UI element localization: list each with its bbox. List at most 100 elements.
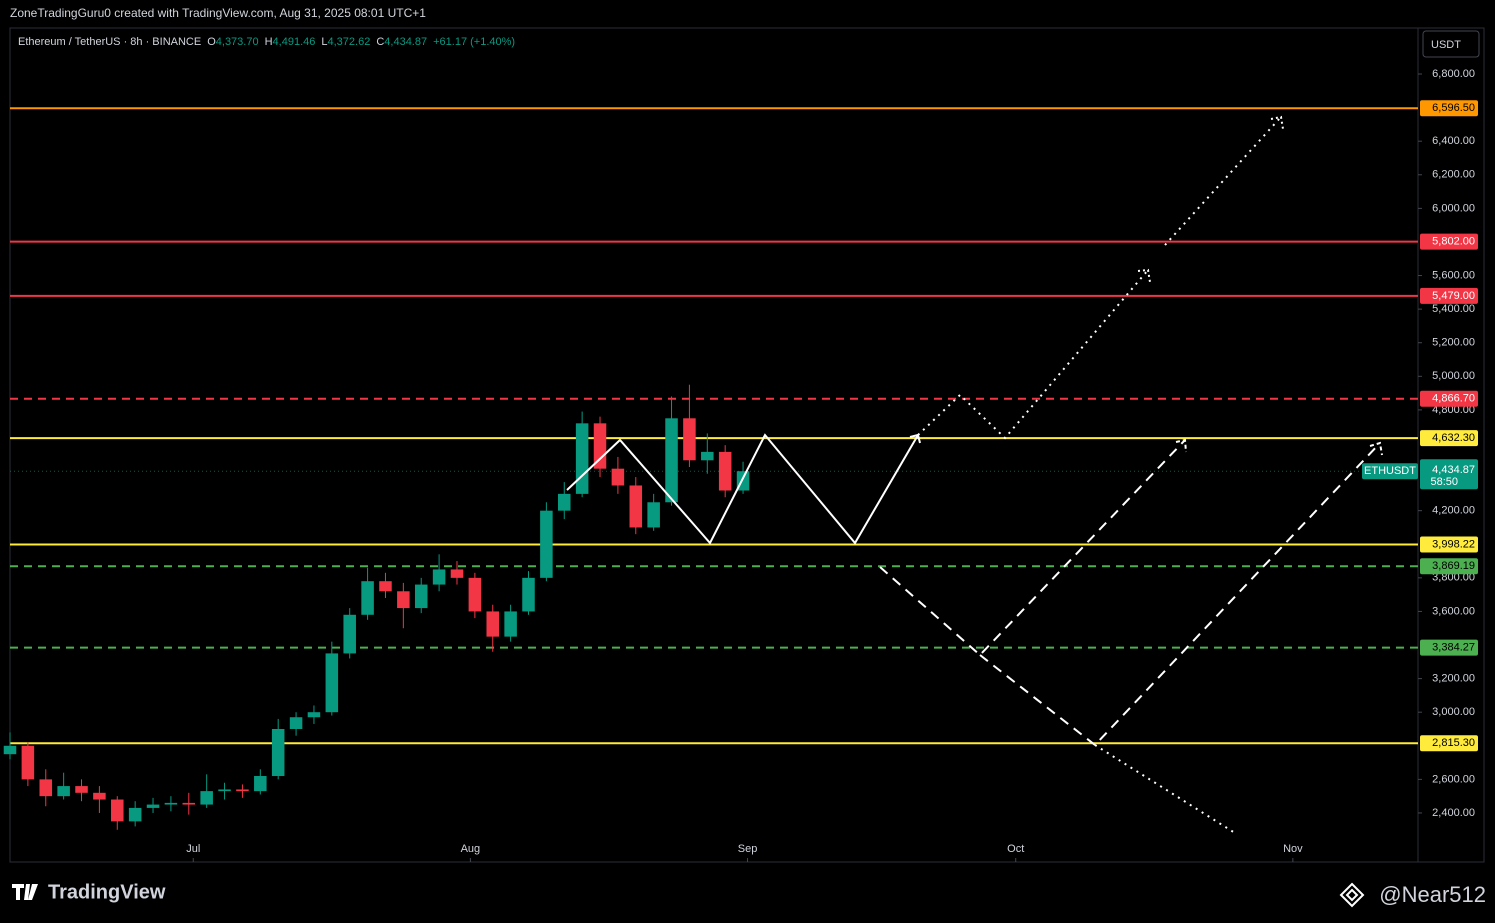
plot (3, 73, 1422, 862)
x-tick-label: Sep (738, 843, 758, 855)
last-price-label: 4,434.87 (1432, 464, 1475, 476)
symbol-tag: ETHUSDT (1364, 465, 1416, 477)
drawings (566, 115, 1383, 834)
y-tick-label: 4,800.00 (1432, 404, 1475, 416)
candle-body (21, 745, 35, 780)
level-label: 6,596.50 (1432, 102, 1475, 114)
candle-body (575, 423, 589, 494)
candle-body (450, 569, 464, 578)
candle-body (414, 584, 428, 609)
y-tick-label: 2,600.00 (1432, 773, 1475, 785)
x-tick-label: Oct (1007, 843, 1024, 855)
y-tick-label: 6,800.00 (1432, 68, 1475, 80)
candle-body (146, 804, 160, 808)
brand-name: TradingView (48, 881, 166, 903)
level-label-box (1420, 390, 1478, 407)
level-label: 4,632.30 (1432, 432, 1475, 444)
y-tick-label: 4,200.00 (1432, 505, 1475, 517)
brand-logo: TradingView (12, 881, 166, 903)
candle-body (39, 779, 53, 797)
last-price-box (1420, 459, 1478, 490)
y-tick-label: 5,000.00 (1432, 370, 1475, 382)
y-tick-label: 3,000.00 (1432, 706, 1475, 718)
candle-body (218, 789, 231, 792)
candle-body (432, 569, 446, 585)
level-label-box (1420, 558, 1478, 575)
x-tick-label: Nov (1283, 843, 1303, 855)
level-label-box (1420, 287, 1478, 304)
candle-body (468, 577, 482, 612)
dotted-path (1164, 117, 1281, 246)
level-label: 3,998.22 (1432, 538, 1475, 550)
candle-body (254, 776, 267, 792)
candle-body (271, 728, 285, 777)
candle-body (325, 653, 339, 713)
level-label: 2,815.30 (1432, 737, 1475, 749)
symbol-tag-box (1362, 463, 1418, 480)
x-tick-label: Jul (186, 843, 200, 855)
legend-key: C (376, 36, 384, 48)
level-label: 4,866.70 (1432, 393, 1475, 405)
arrow-head (1369, 441, 1383, 456)
level-label: 5,479.00 (1432, 290, 1475, 302)
candle-body (361, 581, 374, 615)
candle-body (611, 468, 625, 486)
dotted-path (917, 269, 1149, 440)
candle-body (200, 791, 213, 805)
arrow-head (1175, 438, 1187, 453)
y-tick-label: 3,200.00 (1432, 673, 1475, 685)
arrow-head (1137, 268, 1151, 283)
candle-body (683, 418, 696, 461)
candle-body (718, 451, 732, 491)
level-label-box (1420, 639, 1478, 656)
candle-body (343, 614, 356, 654)
zigzag-path (566, 433, 919, 545)
candle-body (307, 712, 321, 718)
candle-body (522, 577, 535, 612)
y-tick-label: 6,400.00 (1432, 135, 1475, 147)
candle-body (3, 745, 17, 755)
candle-body (164, 802, 178, 805)
candle-body (236, 789, 249, 792)
candle-body (701, 451, 714, 461)
level-label-box (1420, 100, 1478, 117)
legend-key: H (265, 36, 273, 48)
author: @Near512 (1379, 882, 1486, 907)
y-tick-label: 3,600.00 (1432, 605, 1475, 617)
logo-icon (12, 884, 38, 900)
dashed-path (879, 439, 1186, 657)
level-label: 3,869.19 (1432, 560, 1475, 572)
y-tick-label: 6,200.00 (1432, 169, 1475, 181)
level-label: 5,802.00 (1432, 236, 1475, 248)
level-label-box (1420, 233, 1478, 250)
legend-key: O (207, 36, 216, 48)
arrow-head (1270, 115, 1284, 130)
frame (9, 27, 1485, 863)
currency-button[interactable] (1422, 30, 1480, 58)
candle-body (504, 611, 517, 637)
level-label-box (1420, 430, 1478, 447)
candle-body (57, 786, 70, 797)
y-tick-label: 5,400.00 (1432, 303, 1475, 315)
y-tick-label: 6,000.00 (1432, 202, 1475, 214)
legend: Ethereum / TetherUS · 8h · BINANCE O4,373… (18, 36, 515, 48)
candle-body (647, 502, 660, 528)
legend-value: 4,373.70 (216, 36, 259, 48)
y-tick-label: 3,800.00 (1432, 572, 1475, 584)
currency-label[interactable]: USDT (1431, 39, 1461, 51)
candle-body (629, 485, 643, 528)
candle-body (75, 786, 88, 793)
legend-value: 4,372.62 (328, 36, 371, 48)
candle-body (379, 581, 392, 592)
candle-body (540, 510, 553, 578)
candle-body (665, 418, 678, 503)
candle-body (128, 807, 142, 822)
y-tick-label: 5,600.00 (1432, 269, 1475, 281)
y-tick-label: 2,400.00 (1432, 807, 1475, 819)
candle-body (289, 717, 303, 729)
y-tick-label: 5,200.00 (1432, 337, 1475, 349)
legend-value: 4,434.87 (384, 36, 427, 48)
candle-body (593, 423, 607, 469)
